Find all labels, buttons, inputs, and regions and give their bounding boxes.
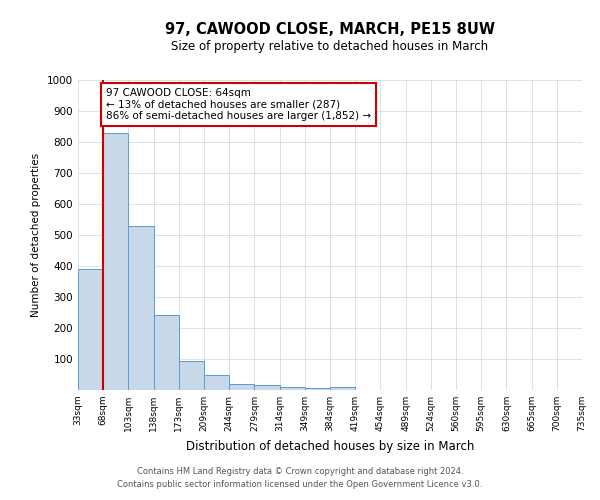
Text: 97, CAWOOD CLOSE, MARCH, PE15 8UW: 97, CAWOOD CLOSE, MARCH, PE15 8UW (165, 22, 495, 38)
Bar (254, 386, 280, 390)
Bar (229, 384, 254, 390)
X-axis label: Distribution of detached houses by size in March: Distribution of detached houses by size … (186, 440, 474, 452)
Text: 97 CAWOOD CLOSE: 64sqm
← 13% of detached houses are smaller (287)
86% of semi-de: 97 CAWOOD CLOSE: 64sqm ← 13% of detached… (106, 88, 371, 121)
Bar (204, 374, 229, 390)
Bar (78, 269, 103, 390)
Bar (128, 226, 154, 390)
Bar (280, 387, 305, 390)
Y-axis label: Number of detached properties: Number of detached properties (31, 153, 41, 317)
Text: Contains HM Land Registry data © Crown copyright and database right 2024.: Contains HM Land Registry data © Crown c… (137, 467, 463, 476)
Bar (330, 387, 355, 390)
Bar (154, 315, 179, 390)
Bar (305, 388, 330, 390)
Bar (179, 361, 204, 390)
Text: Contains public sector information licensed under the Open Government Licence v3: Contains public sector information licen… (118, 480, 482, 489)
Bar (103, 132, 128, 390)
Text: Size of property relative to detached houses in March: Size of property relative to detached ho… (172, 40, 488, 53)
